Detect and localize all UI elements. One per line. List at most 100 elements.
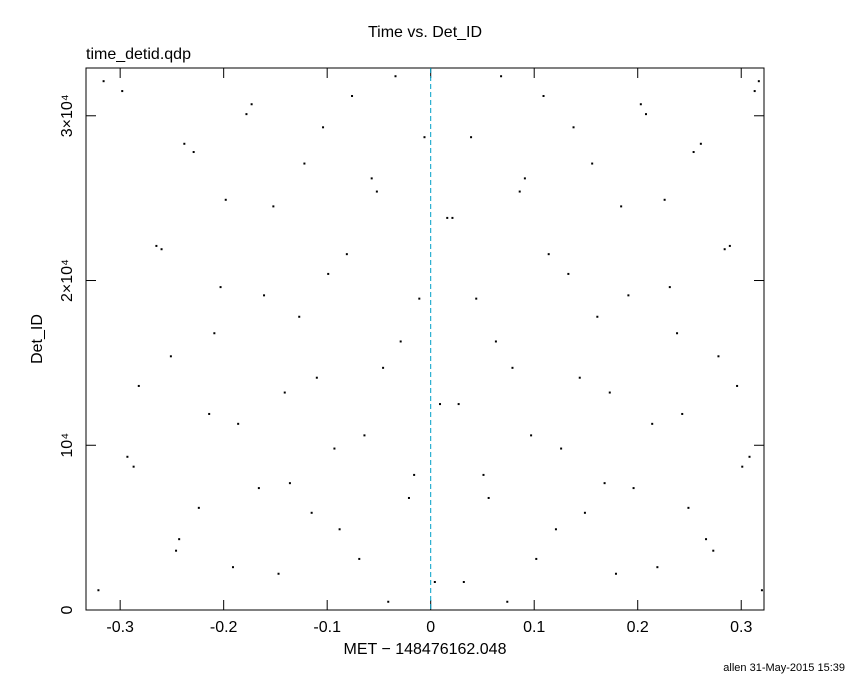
point [603,482,606,485]
point [728,244,731,247]
point [263,294,266,297]
point [475,297,478,300]
point [439,403,442,406]
point [511,366,514,369]
point [639,103,642,106]
point [712,549,715,552]
point [651,422,654,425]
point [315,376,318,379]
chart-subtitle: time_detid.qdp [86,46,191,63]
point [723,248,726,251]
point [583,511,586,514]
point [213,332,216,335]
point [298,315,301,318]
point [137,384,140,387]
point [668,286,671,289]
point [288,482,291,485]
point [413,473,416,476]
point [614,572,617,575]
x-tick-label: -0.3 [106,619,134,636]
point [760,589,763,592]
y-tick-label: 3×10⁴ [59,94,76,137]
point [457,403,460,406]
point [178,538,181,541]
point [208,412,211,415]
point [518,190,521,193]
point [245,113,248,116]
x-tick-label: 0.1 [523,619,545,636]
point [155,244,158,247]
point [382,366,385,369]
point [523,177,526,180]
point [500,75,503,78]
point [97,589,100,592]
point [272,205,275,208]
point [656,566,659,569]
point [567,272,570,275]
point [596,315,599,318]
point [535,557,538,560]
point [183,142,186,145]
point [394,75,397,78]
point [757,80,760,83]
point [375,190,378,193]
point [338,528,341,531]
point [283,391,286,394]
point [351,95,354,98]
point [407,496,410,499]
point [333,447,336,450]
point [345,253,348,256]
point [399,340,402,343]
point [692,151,695,154]
point [748,455,751,458]
plot-frame [85,67,765,611]
point [487,496,490,499]
y-axis-label: Det_ID [29,314,46,364]
point [620,205,623,208]
point [741,465,744,468]
x-tick-label: -0.1 [313,619,341,636]
chart-title: Time vs. Det_ID [368,24,482,41]
point [250,103,253,106]
point [663,198,666,201]
point [591,162,594,165]
point [303,162,306,165]
point [387,600,390,603]
point [494,340,497,343]
point [705,538,708,541]
point [676,332,679,335]
point [433,580,436,583]
point [327,272,330,275]
point [121,90,124,93]
x-tick-label: 0.3 [730,619,752,636]
x-tick-label: 0 [426,619,435,636]
point [560,447,563,450]
point [530,434,533,437]
point [219,286,222,289]
point [717,355,720,358]
point [224,198,227,201]
point [632,487,635,490]
y-tick-label: 0 [59,605,76,614]
point [358,557,361,560]
point [547,253,550,256]
point [542,95,545,98]
point [608,391,611,394]
y-tick-label: 10⁴ [59,433,76,458]
point [446,216,449,219]
point [160,248,163,251]
point [627,294,630,297]
point [418,297,421,300]
point [322,126,325,129]
point [644,113,647,116]
point [482,473,485,476]
point [681,412,684,415]
point [370,177,373,180]
point [699,142,702,145]
point [231,566,234,569]
point [753,90,756,93]
point [257,487,260,490]
